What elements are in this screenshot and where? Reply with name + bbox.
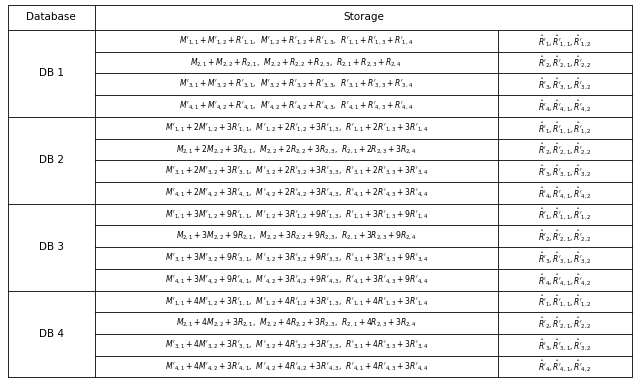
Text: $M'_{3,1}+3M'_{3,2}+9R'_{3,1}$,  $M'_{3,2}+3R'_{3,2}+9R'_{3,3}$,  $R'_{3,1}+3R'_: $M'_{3,1}+3M'_{3,2}+9R'_{3,1}$, $M'_{3,2…	[164, 252, 428, 264]
Text: Database: Database	[26, 12, 76, 22]
Text: $M'_{3,1}+2M'_{3,2}+3R'_{3,1}$,  $M'_{3,2}+2R'_{3,2}+3R'_{3,3}$,  $R'_{3,1}+2R'_: $M'_{3,1}+2M'_{3,2}+3R'_{3,1}$, $M'_{3,2…	[164, 165, 428, 177]
Text: DB 3: DB 3	[38, 242, 64, 252]
Text: $\hat{R}'_2, \hat{R}'_{2,1}, \hat{R}'_{2,2}$: $\hat{R}'_2, \hat{R}'_{2,1}, \hat{R}'_{2…	[538, 315, 592, 331]
Text: $M'_{1,1}+3M'_{1,2}+9R'_{1,1}$,  $M'_{1,2}+3R'_{1,2}+9R'_{1,3}$,  $R'_{1,1}+3R'_: $M'_{1,1}+3M'_{1,2}+9R'_{1,1}$, $M'_{1,2…	[164, 209, 428, 221]
Text: $M_{2,1}+3M_{2,2}+9R_{2,1}$,  $M_{2,2}+3R_{2,2}+9R_{2,3}$,  $R_{2,1}+3R_{2,3}+9R: $M_{2,1}+3M_{2,2}+9R_{2,1}$, $M_{2,2}+3R…	[176, 230, 417, 243]
Text: $M'_{4,1}+2M'_{4,2}+3R'_{4,1}$,  $M'_{4,2}+2R'_{4,2}+3R'_{4,3}$,  $R'_{4,1}+2R'_: $M'_{4,1}+2M'_{4,2}+3R'_{4,1}$, $M'_{4,2…	[164, 187, 428, 199]
Text: $\hat{R}'_2, \hat{R}'_{2,1}, \hat{R}'_{2,2}$: $\hat{R}'_2, \hat{R}'_{2,1}, \hat{R}'_{2…	[538, 141, 592, 157]
Text: $\hat{R}'_1, \hat{R}'_{1,1}, \hat{R}'_{1,2}$: $\hat{R}'_1, \hat{R}'_{1,1}, \hat{R}'_{1…	[538, 207, 592, 222]
Text: $\hat{R}'_1, \hat{R}'_{1,1}, \hat{R}'_{1,2}$: $\hat{R}'_1, \hat{R}'_{1,1}, \hat{R}'_{1…	[538, 293, 592, 309]
Text: DB 1: DB 1	[38, 68, 64, 78]
Text: $\hat{R}'_2, \hat{R}'_{2,1}, \hat{R}'_{2,2}$: $\hat{R}'_2, \hat{R}'_{2,1}, \hat{R}'_{2…	[538, 55, 592, 70]
Text: $M_{2,1}+2M_{2,2}+3R_{2,1}$,  $M_{2,2}+2R_{2,2}+3R_{2,3}$,  $R_{2,1}+2R_{2,3}+3R: $M_{2,1}+2M_{2,2}+3R_{2,1}$, $M_{2,2}+2R…	[176, 143, 417, 155]
Text: Storage: Storage	[343, 12, 384, 22]
Text: $\hat{R}'_4, \hat{R}'_{4,1}, \hat{R}'_{4,2}$: $\hat{R}'_4, \hat{R}'_{4,1}, \hat{R}'_{4…	[538, 272, 592, 288]
Text: $M'_{3,1}+M'_{3,2}+R'_{3,1}$,  $M'_{3,2}+R'_{3,2}+R'_{3,3}$,  $R'_{3,1}+R'_{3,3}: $M'_{3,1}+M'_{3,2}+R'_{3,1}$, $M'_{3,2}+…	[179, 78, 413, 91]
Text: DB 2: DB 2	[38, 155, 64, 165]
Text: $M'_{1,1}+2M'_{1,2}+3R'_{1,1}$,  $M'_{1,2}+2R'_{1,2}+3R'_{1,3}$,  $R'_{1,1}+2R'_: $M'_{1,1}+2M'_{1,2}+3R'_{1,1}$, $M'_{1,2…	[164, 121, 428, 134]
Text: $M'_{1,1}+M'_{1,2}+R'_{1,1}$,  $M'_{1,2}+R'_{1,2}+R'_{1,3}$,  $R'_{1,1}+R'_{1,3}: $M'_{1,1}+M'_{1,2}+R'_{1,1}$, $M'_{1,2}+…	[179, 35, 413, 47]
Text: $\hat{R}'_4, \hat{R}'_{4,1}, \hat{R}'_{4,2}$: $\hat{R}'_4, \hat{R}'_{4,1}, \hat{R}'_{4…	[538, 185, 592, 201]
Text: $M_{2,1}+M_{2,2}+R_{2,1}$,  $M_{2,2}+R_{2,2}+R_{2,3}$,  $R_{2,1}+R_{2,3}+R_{2,4}: $M_{2,1}+M_{2,2}+R_{2,1}$, $M_{2,2}+R_{2…	[191, 57, 402, 69]
Text: $M'_{4,1}+4M'_{4,2}+3R'_{4,1}$,  $M'_{4,2}+4R'_{4,2}+3R'_{4,3}$,  $R'_{4,1}+4R'_: $M'_{4,1}+4M'_{4,2}+3R'_{4,1}$, $M'_{4,2…	[164, 361, 428, 373]
Text: $M_{2,1}+4M_{2,2}+3R_{2,1}$,  $M_{2,2}+4R_{2,2}+3R_{2,3}$,  $R_{2,1}+4R_{2,3}+3R: $M_{2,1}+4M_{2,2}+3R_{2,1}$, $M_{2,2}+4R…	[176, 317, 417, 329]
Text: $\hat{R}'_3, \hat{R}'_{3,1}, \hat{R}'_{3,2}$: $\hat{R}'_3, \hat{R}'_{3,1}, \hat{R}'_{3…	[538, 76, 592, 92]
Text: DB 4: DB 4	[38, 329, 64, 339]
Text: $\hat{R}'_4, \hat{R}'_{4,1}, \hat{R}'_{4,2}$: $\hat{R}'_4, \hat{R}'_{4,1}, \hat{R}'_{4…	[538, 98, 592, 114]
Text: $M'_{4,1}+M'_{4,2}+R'_{4,1}$,  $M'_{4,2}+R'_{4,2}+R'_{4,3}$,  $R'_{4,1}+R'_{4,3}: $M'_{4,1}+M'_{4,2}+R'_{4,1}$, $M'_{4,2}+…	[179, 100, 413, 112]
Text: $M'_{1,1}+4M'_{1,2}+3R'_{1,1}$,  $M'_{1,2}+4R'_{1,2}+3R'_{1,3}$,  $R'_{1,1}+4R'_: $M'_{1,1}+4M'_{1,2}+3R'_{1,1}$, $M'_{1,2…	[164, 295, 428, 308]
Text: $\hat{R}'_1, \hat{R}'_{1,1}, \hat{R}'_{1,2}$: $\hat{R}'_1, \hat{R}'_{1,1}, \hat{R}'_{1…	[538, 33, 592, 49]
Text: $\hat{R}'_3, \hat{R}'_{3,1}, \hat{R}'_{3,2}$: $\hat{R}'_3, \hat{R}'_{3,1}, \hat{R}'_{3…	[538, 163, 592, 179]
Text: $\hat{R}'_2, \hat{R}'_{2,1}, \hat{R}'_{2,2}$: $\hat{R}'_2, \hat{R}'_{2,1}, \hat{R}'_{2…	[538, 228, 592, 244]
Text: $M'_{3,1}+4M'_{3,2}+3R'_{3,1}$,  $M'_{3,2}+4R'_{3,2}+3R'_{3,3}$,  $R'_{3,1}+4R'_: $M'_{3,1}+4M'_{3,2}+3R'_{3,1}$, $M'_{3,2…	[164, 339, 428, 351]
Text: $\hat{R}'_3, \hat{R}'_{3,1}, \hat{R}'_{3,2}$: $\hat{R}'_3, \hat{R}'_{3,1}, \hat{R}'_{3…	[538, 250, 592, 266]
Text: $M'_{4,1}+3M'_{4,2}+9R'_{4,1}$,  $M'_{4,2}+3R'_{4,2}+9R'_{4,3}$,  $R'_{4,1}+3R'_: $M'_{4,1}+3M'_{4,2}+9R'_{4,1}$, $M'_{4,2…	[164, 274, 428, 286]
Text: $\hat{R}'_4, \hat{R}'_{4,1}, \hat{R}'_{4,2}$: $\hat{R}'_4, \hat{R}'_{4,1}, \hat{R}'_{4…	[538, 359, 592, 374]
Text: $\hat{R}'_1, \hat{R}'_{1,1}, \hat{R}'_{1,2}$: $\hat{R}'_1, \hat{R}'_{1,1}, \hat{R}'_{1…	[538, 120, 592, 136]
Text: $\hat{R}'_3, \hat{R}'_{3,1}, \hat{R}'_{3,2}$: $\hat{R}'_3, \hat{R}'_{3,1}, \hat{R}'_{3…	[538, 337, 592, 353]
